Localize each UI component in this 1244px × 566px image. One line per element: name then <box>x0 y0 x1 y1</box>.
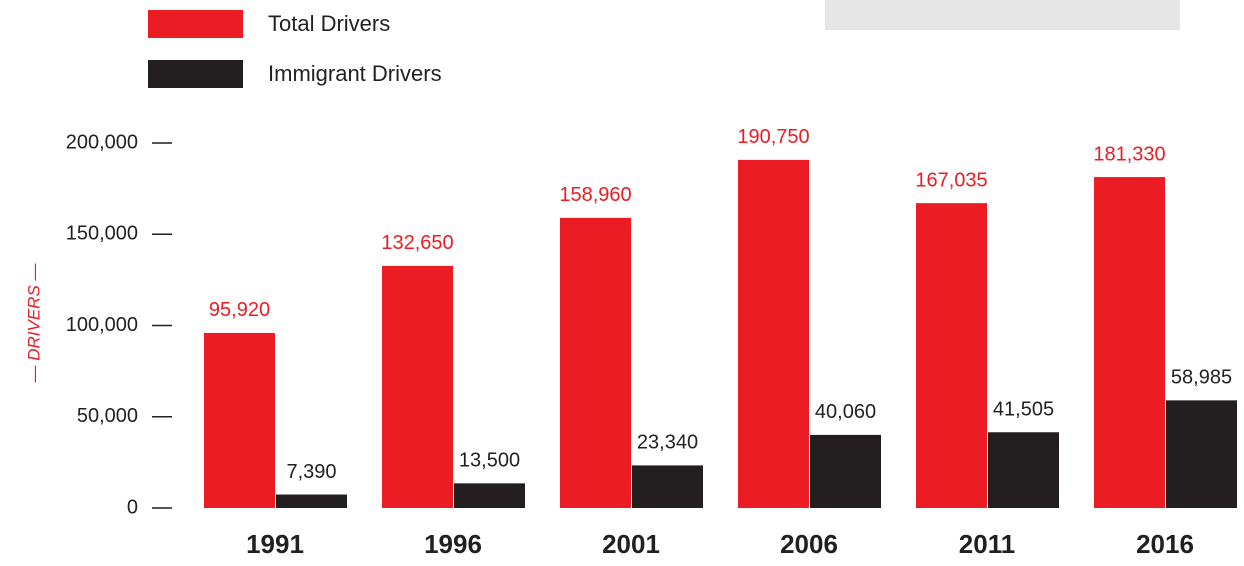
bar <box>738 159 809 508</box>
bar <box>1166 400 1237 508</box>
value-label: 40,060 <box>815 401 876 423</box>
bar <box>454 483 525 508</box>
value-label: 7,390 <box>286 461 336 483</box>
value-label: 41,505 <box>993 399 1054 421</box>
value-label: 167,035 <box>915 169 987 191</box>
value-label: 190,750 <box>737 126 809 148</box>
x-tick-label: 1991 <box>246 529 304 559</box>
decorative-photo <box>825 0 1180 30</box>
legend-label: Immigrant Drivers <box>268 61 442 86</box>
y-axis-label: — DRIVERS — <box>24 262 43 383</box>
x-tick-label: 2001 <box>602 529 660 559</box>
value-label: 23,340 <box>637 432 698 454</box>
y-tick-label: 50,000 <box>77 405 138 427</box>
legend-label: Total Drivers <box>268 11 390 36</box>
bar <box>916 203 987 508</box>
bar <box>988 432 1059 508</box>
legend-swatch <box>148 10 243 38</box>
x-tick-label: 1996 <box>424 529 482 559</box>
x-tick-label: 2006 <box>780 529 838 559</box>
bar <box>382 265 453 508</box>
bar <box>276 494 347 508</box>
y-tick-label: 100,000 <box>66 314 138 336</box>
bar <box>204 332 275 508</box>
bar <box>560 217 631 508</box>
value-label: 181,330 <box>1093 143 1165 165</box>
value-label: 58,985 <box>1171 367 1232 389</box>
value-label: 13,500 <box>459 450 520 472</box>
value-label: 95,920 <box>209 299 270 321</box>
y-tick-label: 0 <box>127 496 138 518</box>
y-tick-label: 150,000 <box>66 223 138 245</box>
bar <box>1094 177 1165 508</box>
x-tick-label: 2011 <box>959 529 1015 559</box>
legend-swatch <box>148 60 243 88</box>
x-tick-label: 2016 <box>1136 529 1194 559</box>
bar <box>810 434 881 508</box>
y-tick-label: 200,000 <box>66 131 138 153</box>
value-label: 158,960 <box>559 184 631 206</box>
bar <box>632 465 703 508</box>
value-label: 132,650 <box>381 232 453 254</box>
